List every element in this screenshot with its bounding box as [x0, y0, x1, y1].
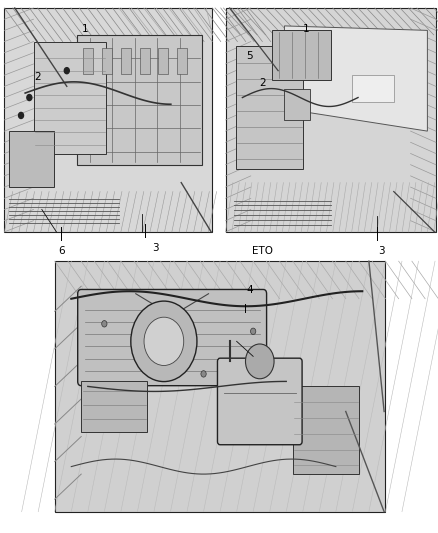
Bar [293, 386, 359, 474]
Circle shape [131, 301, 197, 382]
Bar [33, 42, 106, 154]
Circle shape [27, 94, 32, 101]
Bar [9, 131, 54, 187]
Circle shape [251, 328, 256, 335]
Bar [284, 88, 310, 120]
Circle shape [201, 370, 206, 377]
Text: 4: 4 [246, 286, 253, 295]
Circle shape [18, 112, 24, 118]
Text: 1: 1 [82, 25, 89, 34]
FancyBboxPatch shape [217, 358, 302, 445]
Text: 6: 6 [58, 246, 65, 255]
Text: ETO: ETO [252, 246, 273, 255]
Bar [102, 48, 112, 74]
Bar [121, 48, 131, 74]
Text: 3: 3 [378, 246, 385, 255]
Bar [158, 48, 168, 74]
Circle shape [245, 344, 274, 379]
Bar [272, 30, 331, 79]
Bar [226, 8, 436, 232]
Text: 2: 2 [34, 72, 41, 82]
Bar [81, 382, 147, 432]
Bar [236, 46, 304, 169]
Bar [83, 48, 93, 74]
Circle shape [144, 317, 184, 366]
Bar [177, 48, 187, 74]
Text: 5: 5 [246, 51, 253, 61]
Text: 3: 3 [152, 243, 159, 253]
Bar [55, 261, 385, 512]
Circle shape [64, 68, 69, 74]
Text: 2: 2 [259, 78, 266, 87]
Bar [140, 48, 150, 74]
Bar [77, 35, 202, 165]
Polygon shape [284, 26, 427, 131]
FancyBboxPatch shape [78, 289, 267, 386]
Bar [352, 75, 394, 102]
Bar [4, 8, 212, 232]
Circle shape [102, 320, 107, 327]
Text: 1: 1 [303, 25, 310, 34]
